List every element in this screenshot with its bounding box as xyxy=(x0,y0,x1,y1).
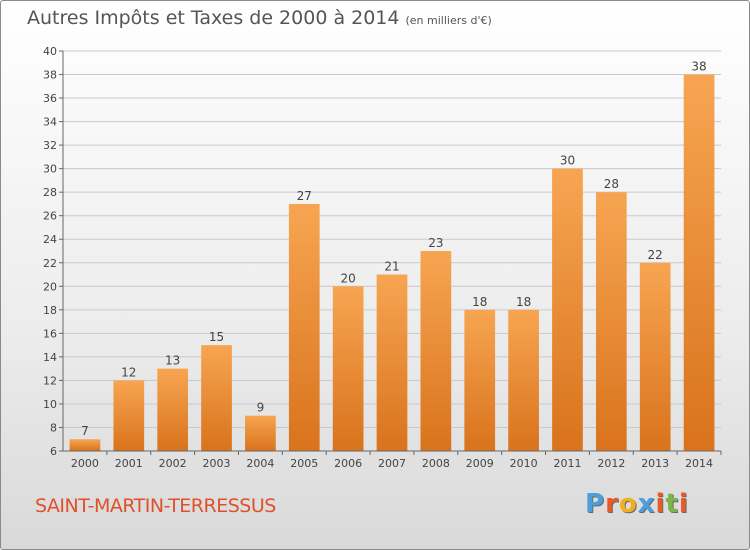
x-tick-label-2006: 2006 xyxy=(334,457,362,470)
data-label-2002: 13 xyxy=(165,354,180,368)
data-label-2009: 18 xyxy=(472,295,487,309)
x-tick-label-2010: 2010 xyxy=(510,457,538,470)
logo-letter: i xyxy=(655,489,666,519)
data-label-2010: 18 xyxy=(516,295,531,309)
data-label-2014: 38 xyxy=(691,60,706,74)
x-tick-label-2009: 2009 xyxy=(466,457,494,470)
y-tick-label: 12 xyxy=(43,374,57,387)
bar-2006 xyxy=(332,286,364,451)
bar-2003 xyxy=(201,345,232,451)
data-label-2011: 30 xyxy=(560,154,575,168)
y-tick-label: 26 xyxy=(43,210,57,223)
axes: 6 8 10 12 14 16 18 20 22 24 26 28 30 32 34 36 38 40 2000 20… xyxy=(43,45,722,470)
x-tick-label-2014: 2014 xyxy=(685,457,713,470)
y-tick-label: 18 xyxy=(43,304,57,317)
y-tick-label: 32 xyxy=(43,139,57,152)
x-tick-label-2007: 2007 xyxy=(378,457,406,470)
bar-2007 xyxy=(376,274,408,451)
y-tick-label: 40 xyxy=(43,45,57,58)
y-tick-label: 38 xyxy=(43,69,57,82)
place-name: SAINT-MARTIN-TERRESSUS xyxy=(35,495,276,517)
x-tick-label-2002: 2002 xyxy=(159,457,187,470)
data-label-2013: 22 xyxy=(648,248,663,262)
y-tick-label: 10 xyxy=(43,398,57,411)
x-tick-label-2013: 2013 xyxy=(641,457,669,470)
bar-2001 xyxy=(113,380,145,451)
bar-2004 xyxy=(245,415,276,451)
bar-2010 xyxy=(508,309,539,451)
data-label-2005: 27 xyxy=(297,189,312,203)
data-label-2008: 23 xyxy=(428,236,443,250)
bar-2000 xyxy=(69,439,101,451)
logo-letter: r xyxy=(605,489,619,519)
logo-letter: i xyxy=(678,489,689,519)
bar-2005 xyxy=(288,203,320,451)
y-tick-label: 20 xyxy=(43,280,57,293)
bar-2008 xyxy=(420,251,452,451)
y-tick-label: 6 xyxy=(50,445,57,458)
x-tick-label-2012: 2012 xyxy=(597,457,625,470)
bar-2011 xyxy=(552,168,583,451)
bar-2014 xyxy=(683,74,715,451)
chart-title-unit: (en milliers d'€) xyxy=(405,14,492,27)
bars xyxy=(69,74,715,452)
x-tick-label-2005: 2005 xyxy=(290,457,318,470)
data-label-2006: 20 xyxy=(340,271,355,285)
y-tick-label: 22 xyxy=(43,257,57,270)
bar-2012 xyxy=(595,192,627,452)
y-tick-label: 30 xyxy=(43,163,57,176)
data-label-2004: 9 xyxy=(257,401,265,415)
x-tick-label-2004: 2004 xyxy=(246,457,274,470)
y-tick-label: 16 xyxy=(43,327,57,340)
x-tick-label-2011: 2011 xyxy=(553,457,581,470)
data-label-2003: 15 xyxy=(209,330,224,344)
data-label-2001: 12 xyxy=(121,365,136,379)
bar-2002 xyxy=(157,368,189,451)
y-tick-label: 14 xyxy=(43,351,57,364)
y-tick-label: 34 xyxy=(43,116,57,129)
chart-title: Autres Impôts et Taxes de 2000 à 2014 (en… xyxy=(27,7,492,29)
data-labels: 7 12 13 15 9 27 20 21 23 18 18 30 28 22 38 xyxy=(81,60,707,439)
x-tick-label-2001: 2001 xyxy=(115,457,143,470)
logo-letter: t xyxy=(665,489,679,519)
data-label-2012: 28 xyxy=(604,177,619,191)
data-label-2000: 7 xyxy=(81,424,89,438)
x-tick-label-2003: 2003 xyxy=(203,457,231,470)
x-tick-label-2008: 2008 xyxy=(422,457,450,470)
bar-2009 xyxy=(464,309,496,451)
bar-2013 xyxy=(639,262,671,451)
chart-title-main: Autres Impôts et Taxes de 2000 à 2014 xyxy=(27,7,400,29)
y-tick-label: 24 xyxy=(43,233,57,246)
logo-letter: o xyxy=(618,489,638,519)
logo-letter: P xyxy=(585,489,606,519)
y-tick-label: 36 xyxy=(43,92,57,105)
data-label-2007: 21 xyxy=(384,260,399,274)
proxiti-logo: Proxiti xyxy=(585,489,689,519)
y-tick-label: 8 xyxy=(50,421,57,434)
x-tick-label-2000: 2000 xyxy=(71,457,99,470)
y-tick-label: 28 xyxy=(43,186,57,199)
logo-letter: x xyxy=(637,489,656,519)
